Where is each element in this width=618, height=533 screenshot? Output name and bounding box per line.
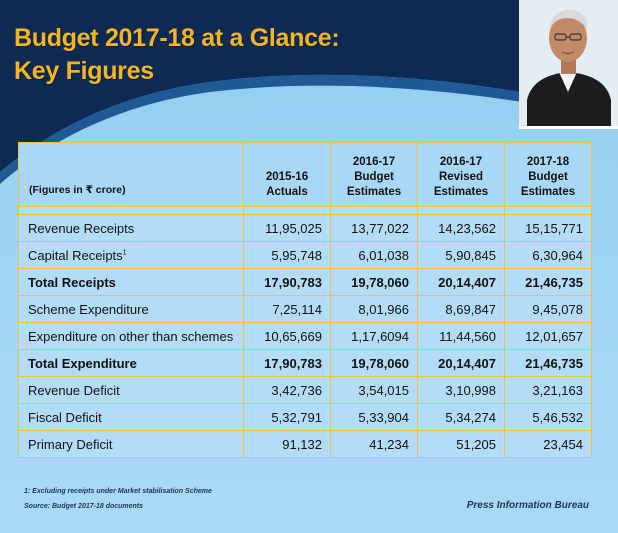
table-row: Scheme Expenditure 7,25,114 8,01,966 8,69,8… <box>18 295 592 323</box>
row-label-text: Total Expenditure <box>28 355 137 371</box>
page-title: Budget 2017-18 at a Glance: Key Figures <box>14 22 340 88</box>
column-header-line: 2017-18 <box>526 156 570 168</box>
column-header: 2017-18 Budget Estimates <box>504 142 592 207</box>
column-header-line: 2015-16 <box>265 171 309 183</box>
value-cell: 8,01,966 <box>330 295 418 323</box>
value-cell: 11,95,025 <box>243 214 331 242</box>
units-label: (Figures in ₹ crore) <box>18 142 244 207</box>
value-cell: 5,90,845 <box>417 241 505 269</box>
value-cell: 17,90,783 <box>243 268 331 296</box>
table-row: Total Expenditure 17,90,783 19,78,060 20,14… <box>18 349 592 377</box>
row-label: Revenue Deficit <box>18 376 244 404</box>
value-cell: 5,33,904 <box>330 403 418 431</box>
value-cell: 5,95,748 <box>243 241 331 269</box>
value-cell: 7,25,114 <box>243 295 331 323</box>
column-header-line: Estimates <box>433 186 489 198</box>
value-cell: 21,46,735 <box>504 349 592 377</box>
table-body: Revenue Receipts 11,95,025 13,77,022 14,23,… <box>18 214 592 458</box>
value-cell: 19,78,060 <box>330 268 418 296</box>
column-header-line: Actuals <box>266 186 308 198</box>
value-cell: 3,21,163 <box>504 376 592 404</box>
row-label: Expenditure on other than schemes <box>18 322 244 350</box>
value-cell: 21,46,735 <box>504 268 592 296</box>
value-cell: 9,45,078 <box>504 295 592 323</box>
row-label: Revenue Receipts <box>18 214 244 242</box>
table-row: Expenditure on other than schemes 10,65,6… <box>18 322 592 350</box>
source-note: Source: Budget 2017-18 documents <box>24 503 144 510</box>
value-cell: 3,42,736 <box>243 376 331 404</box>
publisher-credit: Press Information Bureau <box>466 500 589 511</box>
value-cell: 3,54,015 <box>330 376 418 404</box>
title-line-2: Key Figures <box>14 57 154 85</box>
row-label: Capital Receipts1 <box>18 241 244 269</box>
spacer-cell <box>504 206 592 215</box>
table-spacer-row <box>18 206 592 215</box>
column-header-line: Estimates <box>346 186 402 198</box>
table-row: Fiscal Deficit 5,32,791 5,33,904 5,34,274 5,… <box>18 403 592 431</box>
table-row: Revenue Receipts 11,95,025 13,77,022 14,23,… <box>18 214 592 242</box>
value-cell: 5,34,274 <box>417 403 505 431</box>
row-label: Primary Deficit <box>18 430 244 458</box>
row-label: Scheme Expenditure <box>18 295 244 323</box>
spacer-cell <box>243 206 331 215</box>
value-cell: 17,90,783 <box>243 349 331 377</box>
title-line-1: Budget 2017-18 at a Glance: <box>14 24 340 52</box>
minister-portrait <box>519 0 618 129</box>
spacer-cell <box>18 206 244 215</box>
value-cell: 3,10,998 <box>417 376 505 404</box>
row-label: Total Receipts <box>18 268 244 296</box>
row-label: Total Expenditure <box>18 349 244 377</box>
value-cell: 8,69,847 <box>417 295 505 323</box>
value-cell: 6,30,964 <box>504 241 592 269</box>
value-cell: 20,14,407 <box>417 349 505 377</box>
column-header: 2015-16 Actuals <box>243 142 331 207</box>
budget-table: (Figures in ₹ crore) 2015-16 Actuals 201… <box>18 142 592 458</box>
value-cell: 19,78,060 <box>330 349 418 377</box>
column-header-line: Estimates <box>520 186 576 198</box>
table-header-row: (Figures in ₹ crore) 2015-16 Actuals 201… <box>18 142 592 207</box>
value-cell: 10,65,669 <box>243 322 331 350</box>
row-label-text: Fiscal Deficit <box>28 409 102 425</box>
row-label-text: Revenue Deficit <box>28 382 120 398</box>
row-label: Fiscal Deficit <box>18 403 244 431</box>
column-header-line: Budget <box>528 171 568 183</box>
value-cell: 20,14,407 <box>417 268 505 296</box>
value-cell: 6,01,038 <box>330 241 418 269</box>
spacer-cell <box>330 206 418 215</box>
value-cell: 51,205 <box>417 430 505 458</box>
footnote-marker: 1 <box>122 249 127 257</box>
column-header: 2016-17 Revised Estimates <box>417 142 505 207</box>
value-cell: 11,44,560 <box>417 322 505 350</box>
table-row: Capital Receipts1 5,95,748 6,01,038 5,90,84… <box>18 241 592 269</box>
table-row: Revenue Deficit 3,42,736 3,54,015 3,10,998 3… <box>18 376 592 404</box>
row-label-text: Expenditure on other than schemes <box>28 328 234 344</box>
table-row: Total Receipts 17,90,783 19,78,060 20,14,40… <box>18 268 592 296</box>
column-header-line: Revised <box>438 171 484 183</box>
value-cell: 5,46,532 <box>504 403 592 431</box>
value-cell: 14,23,562 <box>417 214 505 242</box>
header-banner <box>0 0 618 184</box>
value-cell: 13,77,022 <box>330 214 418 242</box>
table-row: Primary Deficit 91,132 41,234 51,205 23,454 <box>18 430 592 458</box>
column-header: 2016-17 Budget Estimates <box>330 142 418 207</box>
value-cell: 91,132 <box>243 430 331 458</box>
row-label-text: Primary Deficit <box>28 436 113 452</box>
value-cell: 41,234 <box>330 430 418 458</box>
row-label-text: Revenue Receipts <box>28 220 135 236</box>
value-cell: 1,17,6094 <box>330 322 418 350</box>
value-cell: 23,454 <box>504 430 592 458</box>
column-header-line: 2016-17 <box>352 156 396 168</box>
value-cell: 15,15,771 <box>504 214 592 242</box>
row-label-text: Capital Receipts <box>28 247 123 263</box>
footnote: 1: Excluding receipts under Market stabi… <box>24 488 212 495</box>
spacer-cell <box>417 206 505 215</box>
row-label-text: Total Receipts <box>28 274 116 290</box>
column-header-line: 2016-17 <box>439 156 483 168</box>
value-cell: 5,32,791 <box>243 403 331 431</box>
row-label-text: Scheme Expenditure <box>28 301 149 317</box>
column-header-line: Budget <box>354 171 394 183</box>
value-cell: 12,01,657 <box>504 322 592 350</box>
